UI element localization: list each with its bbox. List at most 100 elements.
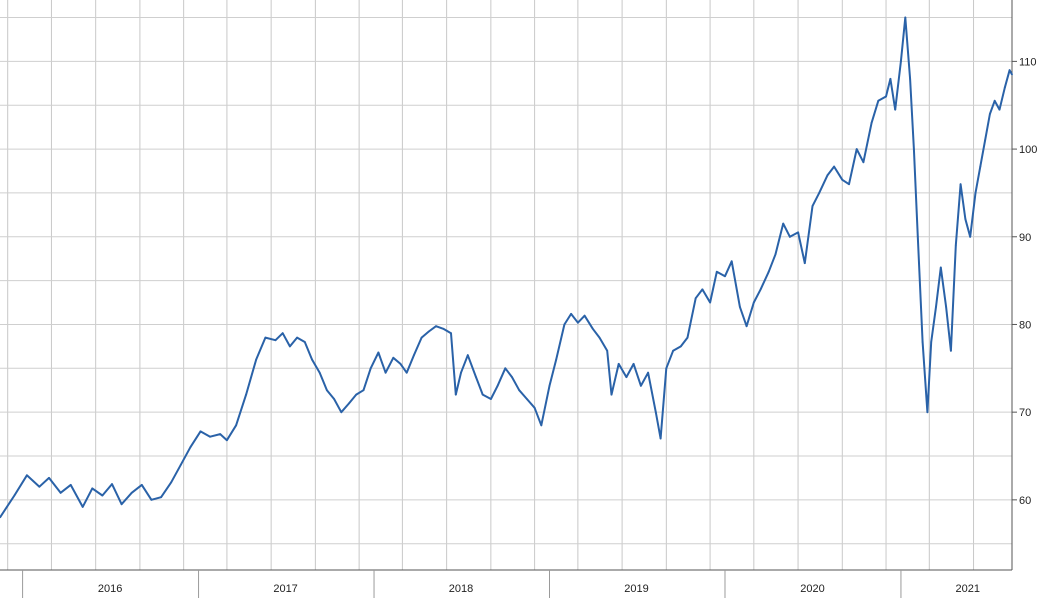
data-point [654, 411, 657, 414]
data-point [548, 384, 551, 387]
data-point [264, 336, 267, 339]
data-point [909, 78, 911, 80]
data-point [219, 433, 222, 435]
data-point [833, 165, 835, 168]
data-point [209, 435, 212, 438]
data-point [48, 477, 50, 479]
axes [0, 0, 1017, 598]
data-point [540, 424, 543, 427]
data-point [665, 367, 668, 370]
data-point [526, 398, 528, 400]
x-tick-label: 2020 [800, 583, 824, 595]
data-point [877, 99, 880, 102]
data-point [759, 288, 762, 291]
y-tick-label: 100 [1019, 144, 1037, 156]
data-point [189, 446, 192, 449]
data-point [130, 491, 133, 494]
data-point [767, 270, 770, 273]
data-point [591, 327, 594, 330]
data-point [954, 244, 957, 247]
y-tick-label: 60 [1019, 495, 1031, 507]
data-point [245, 393, 248, 396]
y-tick-label: 70 [1019, 407, 1031, 419]
data-point [745, 325, 748, 328]
data-point [490, 398, 492, 400]
data-point [625, 376, 628, 378]
y-tick-label: 110 [1019, 56, 1037, 68]
data-point [111, 483, 113, 485]
data-point [930, 341, 933, 343]
data-point [959, 183, 962, 186]
data-point [1008, 69, 1011, 72]
data-point [916, 235, 919, 238]
data-point [255, 358, 258, 361]
data-point [921, 341, 924, 343]
data-point [140, 484, 143, 486]
data-point [715, 270, 718, 273]
data-point [59, 491, 62, 494]
data-point [739, 306, 741, 308]
data-point [974, 192, 977, 194]
data-point [848, 183, 850, 186]
data-point [659, 437, 662, 440]
data-point [0, 516, 1, 519]
data-point [617, 363, 620, 365]
data-point [993, 99, 996, 102]
data-point [989, 113, 991, 115]
data-point [701, 288, 704, 291]
data-point [610, 393, 613, 396]
data-point [563, 323, 566, 326]
data-point [318, 371, 321, 374]
data-point [160, 496, 163, 499]
data-point [950, 349, 952, 352]
data-point [179, 463, 182, 466]
data-point [289, 345, 291, 348]
data-point [826, 174, 829, 177]
data-point [450, 332, 452, 335]
y-tick-label: 90 [1019, 232, 1031, 244]
data-point [632, 363, 635, 365]
data-point [392, 356, 395, 359]
data-point [724, 275, 726, 278]
data-point [281, 332, 284, 335]
data-point [679, 345, 682, 348]
data-point [296, 336, 298, 339]
data-point [13, 494, 16, 497]
data-point [964, 218, 967, 221]
data-point [81, 506, 84, 508]
data-point [481, 393, 484, 396]
data-point [583, 314, 586, 317]
data-point [913, 148, 915, 151]
data-point [518, 389, 521, 392]
data-point [672, 349, 674, 352]
data-point [333, 398, 335, 400]
data-point [900, 60, 902, 63]
data-point [511, 376, 513, 378]
data-point [570, 313, 572, 315]
data-point [969, 235, 972, 238]
data-point [841, 178, 844, 181]
data-point [889, 78, 892, 80]
series-layer [0, 16, 1013, 519]
data-point [640, 384, 642, 387]
data-point [399, 363, 402, 365]
data-point [803, 262, 806, 264]
data-point [1003, 86, 1006, 89]
data-point [91, 487, 94, 490]
gridlines [0, 0, 1012, 570]
data-point [235, 424, 238, 427]
data-point [226, 439, 228, 442]
data-point [466, 354, 469, 357]
data-point [101, 494, 104, 497]
data-point [885, 95, 887, 98]
data-point [460, 371, 462, 374]
data-point [311, 358, 313, 361]
data-point [694, 297, 697, 300]
data-point [935, 306, 937, 308]
data-point [647, 371, 649, 374]
data-point [170, 481, 173, 484]
data-point [752, 301, 755, 304]
data-point [120, 503, 123, 506]
data-point [442, 327, 445, 330]
data-point [69, 484, 72, 486]
